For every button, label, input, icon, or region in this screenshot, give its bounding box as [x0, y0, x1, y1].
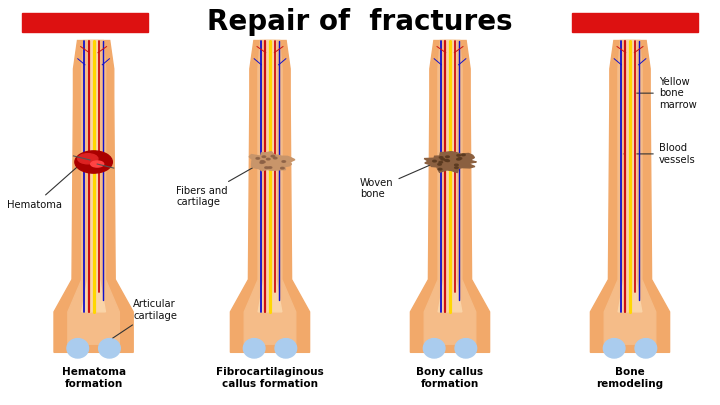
- Ellipse shape: [433, 160, 436, 162]
- Polygon shape: [604, 40, 656, 344]
- Polygon shape: [244, 40, 296, 344]
- Polygon shape: [258, 40, 282, 312]
- Ellipse shape: [260, 162, 264, 164]
- Polygon shape: [410, 40, 490, 352]
- Polygon shape: [249, 151, 295, 171]
- Polygon shape: [590, 40, 670, 352]
- Ellipse shape: [603, 339, 625, 358]
- Ellipse shape: [454, 164, 458, 166]
- Ellipse shape: [275, 339, 297, 358]
- Text: Hematoma
formation: Hematoma formation: [61, 367, 126, 389]
- Text: Articular
cartilage: Articular cartilage: [109, 299, 177, 341]
- Ellipse shape: [243, 339, 265, 358]
- Text: Fibers and
cartilage: Fibers and cartilage: [176, 163, 261, 207]
- Text: Fibrocartilaginous
callus formation: Fibrocartilaginous callus formation: [216, 367, 324, 389]
- Text: Blood
vessels: Blood vessels: [624, 143, 696, 165]
- Text: Bony callus
formation: Bony callus formation: [416, 367, 484, 389]
- Ellipse shape: [99, 339, 120, 358]
- Polygon shape: [438, 40, 462, 312]
- Text: Bone
remodeling: Bone remodeling: [596, 367, 664, 389]
- Polygon shape: [424, 151, 477, 173]
- Ellipse shape: [635, 339, 657, 358]
- Ellipse shape: [261, 161, 265, 163]
- Ellipse shape: [455, 339, 477, 358]
- Text: Hematoma: Hematoma: [7, 164, 81, 209]
- Text: Repair of  fractures: Repair of fractures: [207, 8, 513, 36]
- Ellipse shape: [454, 167, 458, 168]
- Polygon shape: [68, 40, 120, 344]
- Text: Woven
bone: Woven bone: [360, 163, 434, 199]
- Polygon shape: [82, 40, 106, 312]
- Polygon shape: [54, 40, 133, 352]
- Ellipse shape: [462, 154, 465, 156]
- Ellipse shape: [256, 158, 260, 159]
- Ellipse shape: [423, 339, 445, 358]
- Ellipse shape: [271, 156, 275, 157]
- Ellipse shape: [438, 164, 441, 165]
- Text: Yellow
bone
marrow: Yellow bone marrow: [626, 77, 696, 110]
- Ellipse shape: [91, 161, 104, 167]
- Ellipse shape: [438, 168, 442, 170]
- Ellipse shape: [441, 158, 444, 160]
- Ellipse shape: [266, 158, 270, 160]
- Ellipse shape: [456, 155, 460, 156]
- Ellipse shape: [456, 158, 460, 160]
- Ellipse shape: [439, 157, 443, 158]
- Ellipse shape: [75, 151, 112, 173]
- Ellipse shape: [458, 158, 462, 159]
- Ellipse shape: [282, 161, 286, 162]
- FancyBboxPatch shape: [572, 13, 698, 32]
- FancyBboxPatch shape: [22, 13, 148, 32]
- Ellipse shape: [261, 160, 264, 162]
- Ellipse shape: [262, 156, 266, 158]
- Polygon shape: [230, 40, 310, 352]
- Ellipse shape: [274, 157, 277, 159]
- Ellipse shape: [439, 162, 443, 163]
- Ellipse shape: [446, 160, 449, 162]
- Ellipse shape: [269, 167, 272, 168]
- Ellipse shape: [67, 339, 89, 358]
- Polygon shape: [618, 40, 642, 312]
- Ellipse shape: [78, 154, 98, 164]
- Ellipse shape: [281, 167, 284, 169]
- Polygon shape: [424, 40, 476, 344]
- Ellipse shape: [445, 160, 449, 161]
- Ellipse shape: [446, 156, 449, 158]
- Ellipse shape: [265, 167, 269, 168]
